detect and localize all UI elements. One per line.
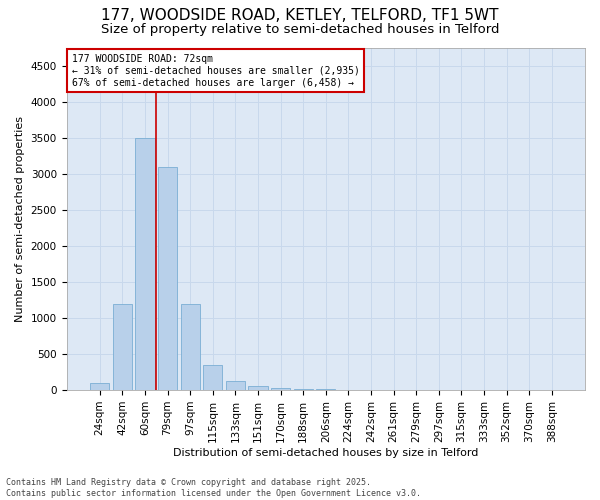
Bar xyxy=(203,365,223,390)
Bar xyxy=(136,138,155,390)
Bar xyxy=(158,166,177,390)
Y-axis label: Number of semi-detached properties: Number of semi-detached properties xyxy=(15,116,25,322)
Bar xyxy=(248,386,268,390)
Text: 177 WOODSIDE ROAD: 72sqm
← 31% of semi-detached houses are smaller (2,935)
67% o: 177 WOODSIDE ROAD: 72sqm ← 31% of semi-d… xyxy=(72,54,359,88)
Bar xyxy=(271,388,290,390)
Bar xyxy=(181,304,200,390)
Text: Size of property relative to semi-detached houses in Telford: Size of property relative to semi-detach… xyxy=(101,22,499,36)
Text: 177, WOODSIDE ROAD, KETLEY, TELFORD, TF1 5WT: 177, WOODSIDE ROAD, KETLEY, TELFORD, TF1… xyxy=(101,8,499,22)
X-axis label: Distribution of semi-detached houses by size in Telford: Distribution of semi-detached houses by … xyxy=(173,448,478,458)
Bar xyxy=(293,388,313,390)
Bar xyxy=(226,380,245,390)
Text: Contains HM Land Registry data © Crown copyright and database right 2025.
Contai: Contains HM Land Registry data © Crown c… xyxy=(6,478,421,498)
Bar xyxy=(90,383,109,390)
Bar xyxy=(113,304,132,390)
